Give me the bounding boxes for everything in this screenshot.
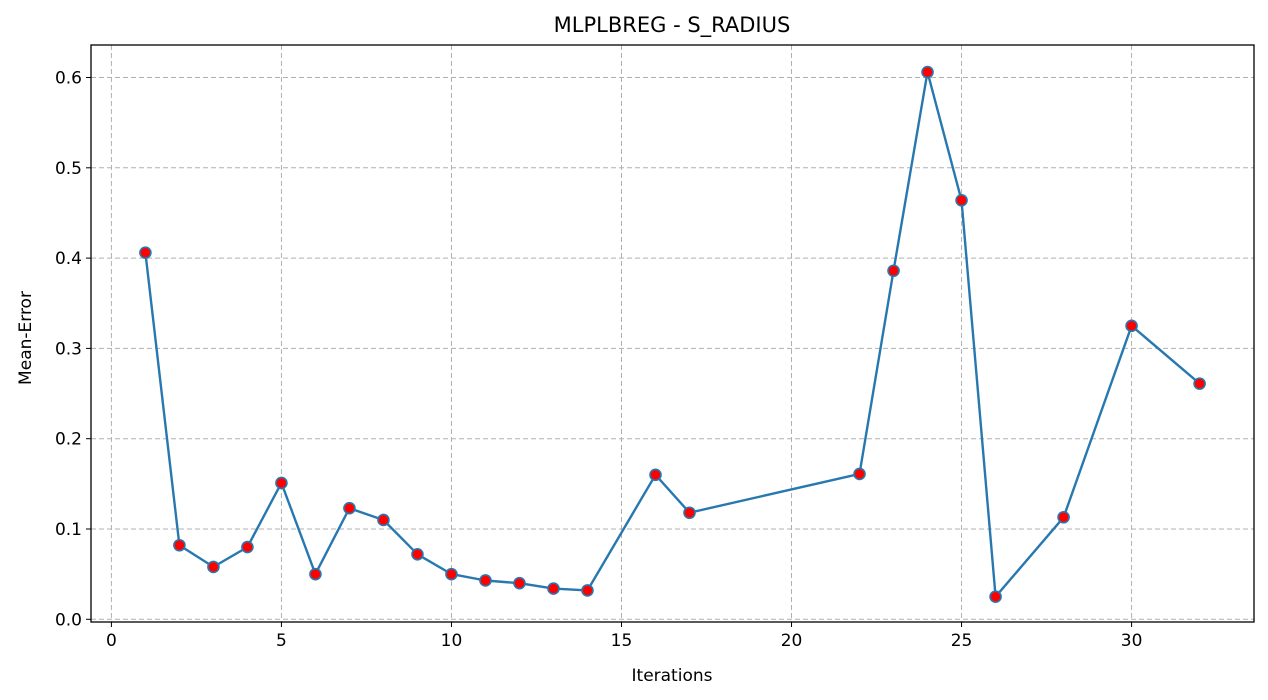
data-point xyxy=(955,194,968,207)
x-tick-label: 15 xyxy=(611,631,633,651)
x-tick-label: 0 xyxy=(106,631,117,651)
y-tick-label: 0.5 xyxy=(55,159,82,179)
data-point xyxy=(853,467,866,481)
data-point xyxy=(581,584,594,597)
data-point xyxy=(989,590,1002,604)
data-point xyxy=(887,264,900,278)
data-point xyxy=(309,567,322,581)
axes: 0 5 10 15 20 25 30 0.0 0.1 0.2 0.3 0.4 0.5 0.6 xyxy=(55,69,1142,651)
data-point xyxy=(377,513,390,527)
data-point xyxy=(1125,319,1138,333)
x-tick-label: 25 xyxy=(951,631,973,651)
x-tick-label: 10 xyxy=(441,631,463,651)
y-tick-label: 0.2 xyxy=(55,430,82,450)
data-point xyxy=(411,547,424,561)
data-point xyxy=(683,506,696,520)
plot-frame xyxy=(90,44,1255,623)
data-point xyxy=(207,560,220,574)
y-tick-label: 0.1 xyxy=(55,520,82,540)
chart-title: MLPLBREG - S_RADIUS xyxy=(554,13,791,38)
x-tick-label: 5 xyxy=(276,631,287,651)
data-point xyxy=(547,582,560,595)
series-layer xyxy=(139,65,1206,604)
data-point xyxy=(649,468,662,482)
data-point xyxy=(1193,377,1206,390)
y-tick-label: 0.3 xyxy=(55,339,82,359)
data-point xyxy=(173,538,186,552)
y-tick-label: 0.6 xyxy=(55,69,82,89)
data-point xyxy=(445,567,458,581)
y-tick-label: 0.0 xyxy=(55,610,82,630)
x-tick-label: 20 xyxy=(781,631,803,651)
x-tick-label: 30 xyxy=(1121,631,1143,651)
grid-lines xyxy=(91,45,1254,622)
y-axis-title: Mean-Error xyxy=(16,291,36,385)
data-point xyxy=(479,574,492,587)
data-point xyxy=(1057,510,1070,524)
x-axis-title: Iterations xyxy=(632,666,713,686)
data-point xyxy=(139,246,152,259)
data-point xyxy=(275,476,288,490)
y-tick-label: 0.4 xyxy=(55,249,82,269)
data-point xyxy=(343,501,356,515)
data-point xyxy=(921,65,934,79)
data-point xyxy=(513,576,526,590)
series-line xyxy=(144,70,1201,598)
data-point xyxy=(241,540,254,554)
